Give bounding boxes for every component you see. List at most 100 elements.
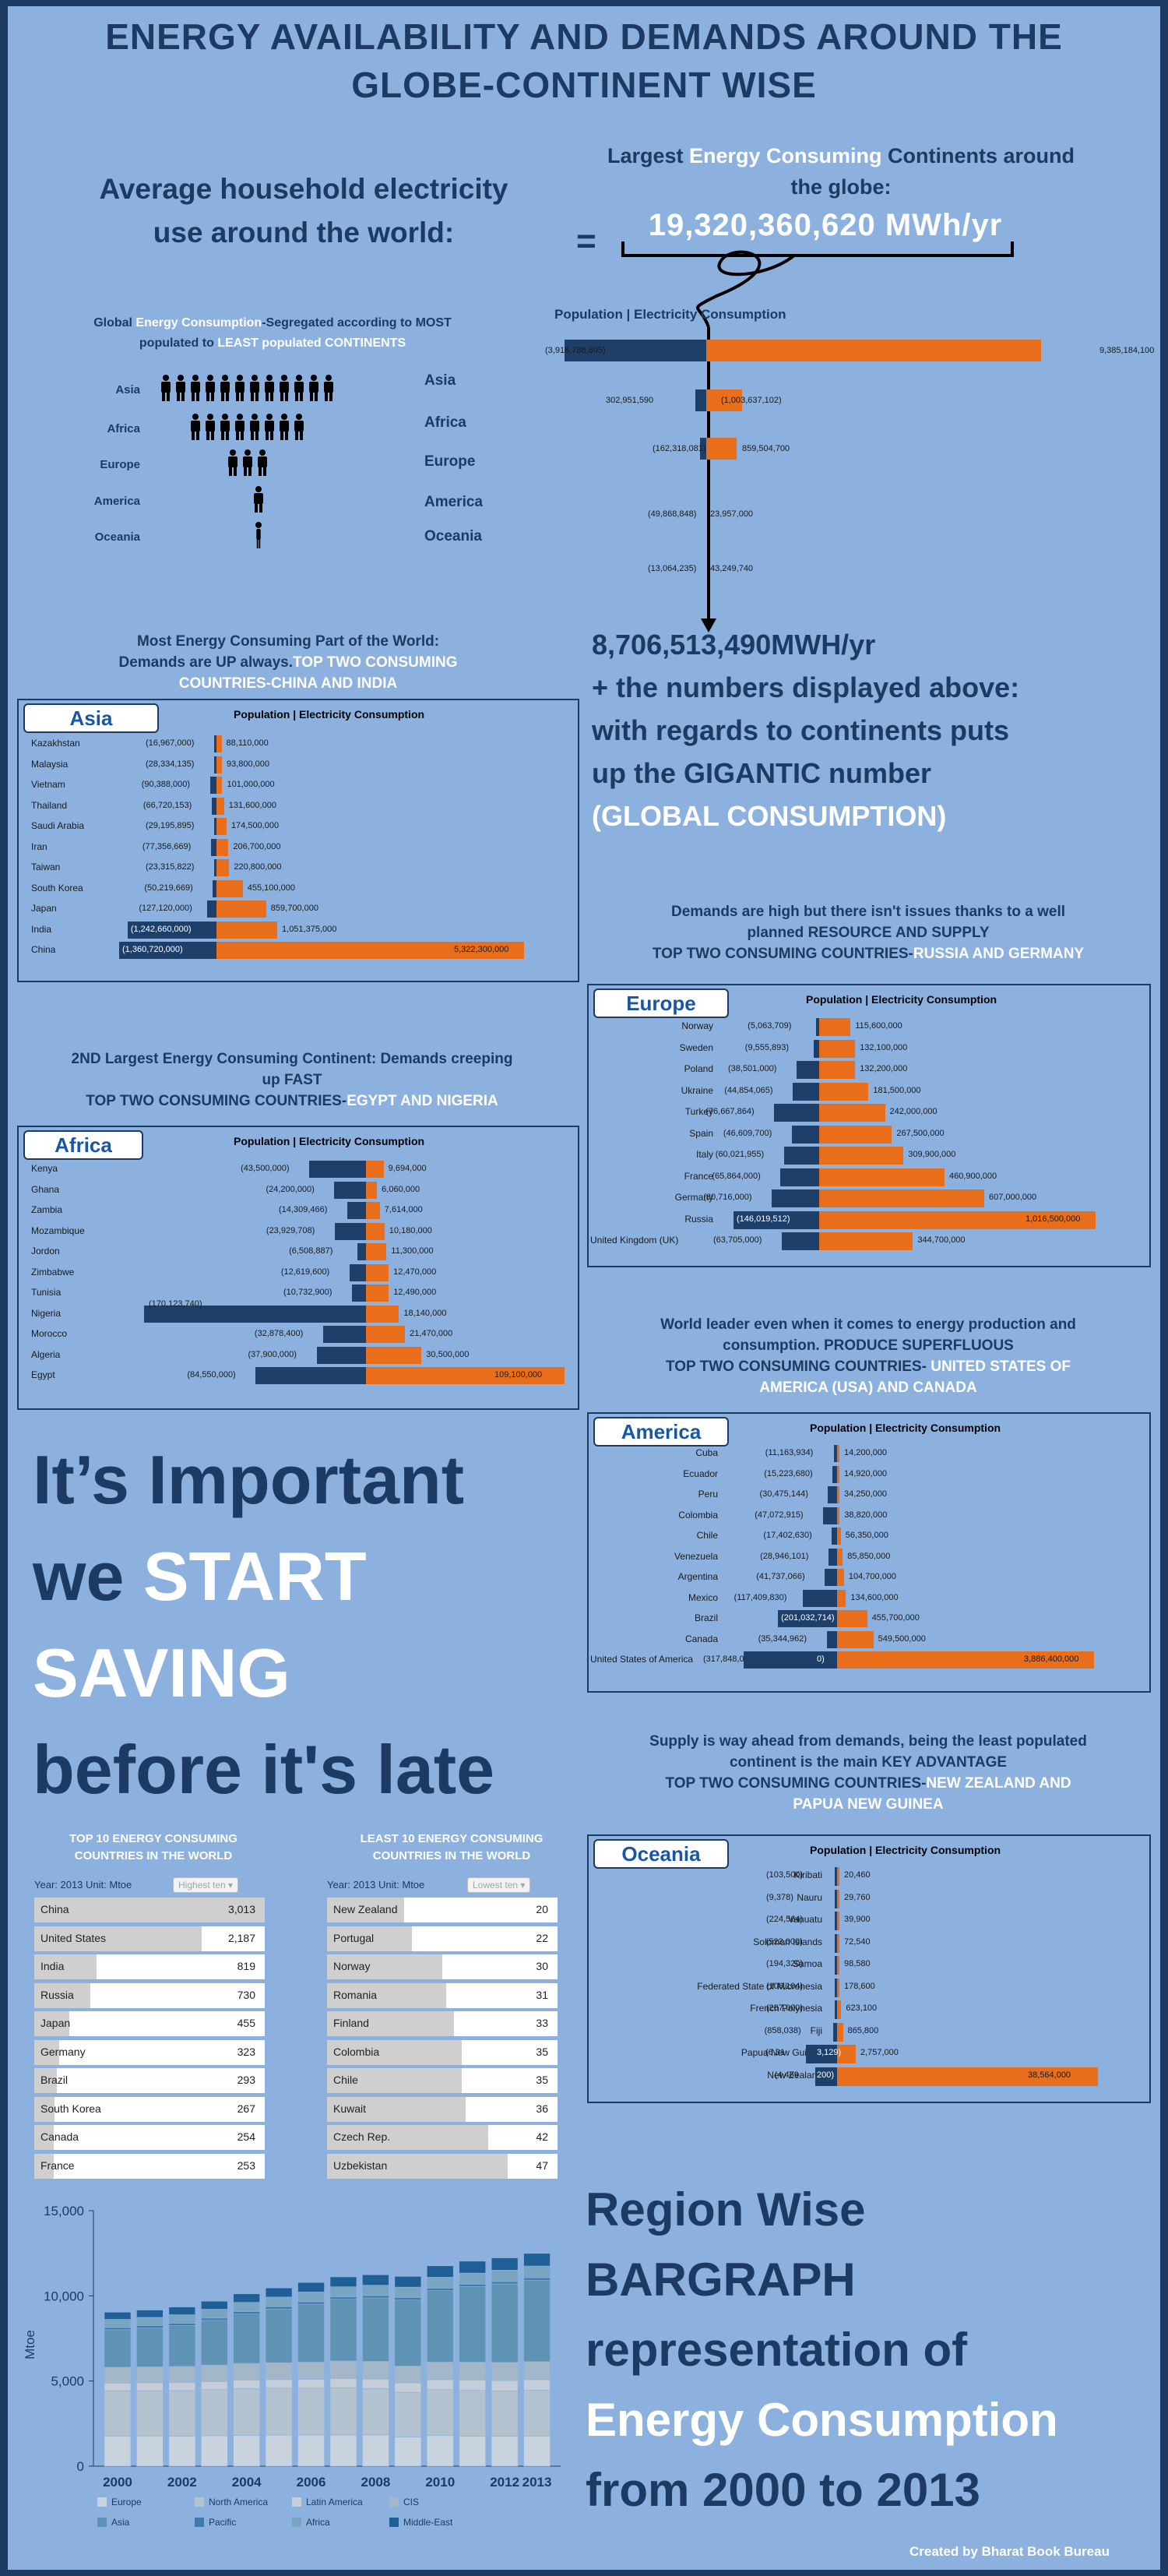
chart-bar-segment — [200, 2364, 228, 2382]
region-wise-text: Region Wise BARGRAPH representation of E… — [586, 2175, 1154, 2525]
population-value: (66,720,153) — [142, 801, 192, 810]
population-value: (90,388,000) — [141, 780, 191, 789]
consumption-bar — [819, 1018, 851, 1036]
country-value: 30 — [536, 1960, 548, 1972]
consumption-value: 30,500,000 — [426, 1350, 470, 1359]
chart-bar-segment — [491, 2391, 519, 2437]
africa-badge: Africa — [23, 1130, 143, 1160]
population-value: (38,501,000) — [727, 1064, 777, 1073]
population-bar — [322, 1326, 366, 1343]
chart-bar-segment — [265, 2387, 293, 2436]
consumption-bar — [216, 735, 222, 752]
chart-bar-segment — [297, 2434, 325, 2467]
continent-left-label: Africa — [107, 422, 140, 435]
oceania-heading-1: Supply is way ahead from demands, being … — [649, 1733, 1087, 1750]
consumption-value: 242,000,000 — [889, 1107, 938, 1116]
oceania-heading-3a: TOP TWO CONSUMING COUNTRIES- — [665, 1775, 927, 1792]
asia-row — [17, 796, 576, 817]
top10-row[interactable]: Russia 730 — [34, 1982, 265, 2010]
person-icon — [206, 414, 215, 440]
summary-line-4: up the GIGANTIC number — [592, 757, 931, 789]
population-bar — [816, 1018, 819, 1036]
population-bar — [774, 1104, 819, 1122]
country-name: Egypt — [31, 1369, 55, 1380]
consumption-bar — [837, 2023, 843, 2042]
top10-title-1: TOP 10 ENERGY CONSUMING — [69, 1832, 237, 1845]
top10-row[interactable]: Canada 254 — [34, 2125, 265, 2151]
population-bar — [814, 2067, 837, 2086]
least10-row[interactable]: Uzbekistan 47 — [327, 2153, 558, 2180]
region-line-2: BARGRAPH — [586, 2254, 856, 2306]
least10-row[interactable]: Chile 35 — [327, 2068, 558, 2095]
least10-row[interactable]: Romania 31 — [327, 1982, 558, 2010]
top10-row[interactable]: South Korea 267 — [34, 2096, 265, 2123]
country-name: Venezuela — [674, 1551, 718, 1562]
top10-dropdown[interactable]: Highest ten ▾ — [173, 1877, 239, 1893]
population-bar — [255, 1367, 366, 1384]
country-name: Fiji — [810, 2025, 822, 2036]
population-bar — [813, 1040, 819, 1058]
population-bar — [835, 1912, 837, 1930]
least10-row[interactable]: New Zealand 20 — [327, 1898, 558, 1924]
country-name: Federated State of Micronesia — [697, 1981, 822, 1992]
consumption-bar — [837, 1912, 839, 1930]
country-value: 36 — [536, 2102, 548, 2115]
least10-row[interactable]: Finland 33 — [327, 2011, 558, 2038]
least10-dropdown[interactable]: Lowest ten ▾ — [467, 1877, 531, 1893]
top10-row[interactable]: France 253 — [34, 2153, 265, 2180]
chart-bar-segment — [459, 2436, 486, 2467]
country-name: Romania — [333, 1988, 378, 2001]
least10-row[interactable]: Norway 30 — [327, 1954, 558, 1981]
chart-bar-segment — [362, 2297, 389, 2362]
least10-row[interactable]: Czech Rep. 42 — [327, 2125, 558, 2151]
country-name: Portugal — [333, 1931, 375, 1944]
legend-label: Europe — [111, 2497, 142, 2507]
top10-row[interactable]: India 819 — [34, 1954, 265, 1981]
consumption-value: 43,249,740 — [710, 564, 754, 573]
consumption-bar — [216, 777, 223, 794]
legend-swatch — [389, 2497, 399, 2507]
avg-household-heading: Average household electricity use around… — [31, 167, 576, 255]
top10-row[interactable]: Japan 455 — [34, 2011, 265, 2038]
country-name: New Zealand — [333, 1903, 398, 1915]
population-value: (29,195,895) — [146, 821, 195, 830]
least10-row[interactable]: Kuwait 36 — [327, 2096, 558, 2123]
population-bar — [209, 777, 216, 794]
population-value: (224,564) — [766, 1915, 804, 1924]
person-icon — [191, 375, 200, 401]
country-name: Canada — [684, 1633, 718, 1644]
top10-row[interactable]: United States 2,187 — [34, 1926, 265, 1953]
consumption-value: 56,350,000 — [845, 1531, 888, 1540]
country-name: Mexico — [688, 1592, 718, 1603]
continent-right-label: America — [424, 494, 483, 510]
population-bar — [347, 1202, 366, 1219]
y-tick-label: 5,000 — [51, 2374, 84, 2389]
chart-bar-segment — [523, 2361, 551, 2380]
least10-row[interactable]: Colombia 35 — [327, 2039, 558, 2067]
chart-bar-segment — [426, 2362, 454, 2380]
least10-row[interactable]: Portugal 22 — [327, 1926, 558, 1953]
continent-right-label: Asia — [424, 372, 456, 389]
country-name: Norway — [333, 1960, 371, 1972]
legend-swatch — [292, 2497, 301, 2507]
asia-badge: Asia — [23, 703, 159, 733]
chart-bar-segment — [523, 2390, 551, 2437]
country-name: Malaysia — [31, 759, 69, 770]
least10-meta: Year: 2013 Unit: Mtoe — [327, 1879, 425, 1891]
country-name: United States of America — [590, 1654, 694, 1665]
europe-heading-1: Demands are high but there isn't issues … — [670, 904, 1066, 920]
chart-bar-segment — [233, 2380, 260, 2389]
country-name: China — [40, 1903, 69, 1915]
top10-row[interactable]: China 3,013 — [34, 1898, 265, 1924]
top10-row[interactable]: Brazil 293 — [34, 2068, 265, 2095]
top10-row[interactable]: Germany 323 — [34, 2039, 265, 2067]
person-icon — [265, 414, 274, 440]
largest-b: Energy Consuming — [689, 144, 882, 167]
america-heading-2: consumption. PRODUCE SUPERFLUOUS — [723, 1337, 1014, 1354]
country-name: Kuwait — [333, 2102, 367, 2115]
consumption-bar — [837, 1934, 839, 1953]
consumption-bar — [366, 1182, 378, 1199]
oceania-panel-header: Population | Electricity Consumption — [810, 1844, 1001, 1856]
consumption-bar — [216, 922, 278, 939]
oceania-heading: Supply is way ahead from demands, being … — [588, 1731, 1149, 1815]
